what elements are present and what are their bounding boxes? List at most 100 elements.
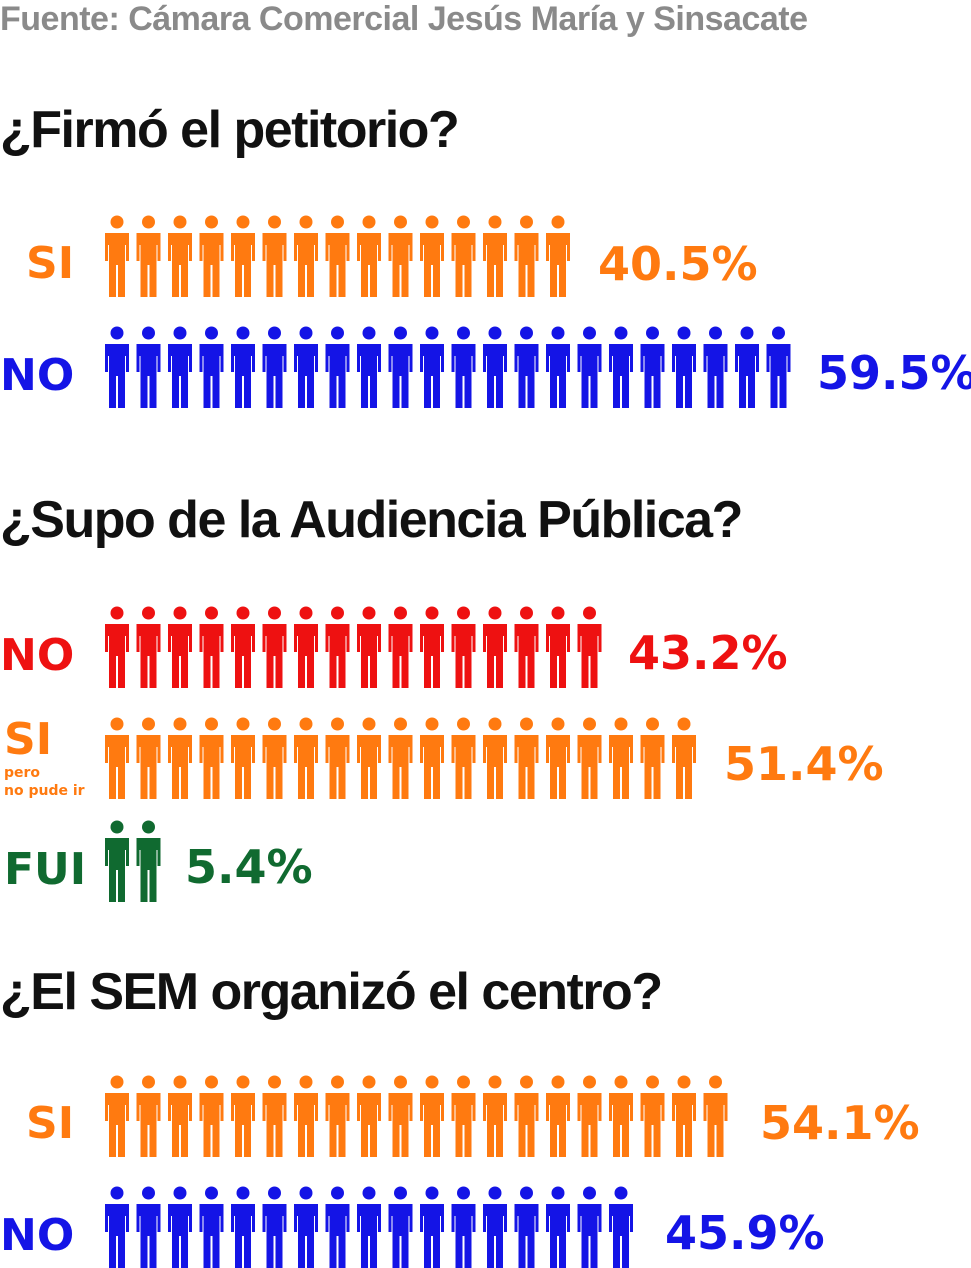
- person-icon: [262, 215, 287, 297]
- person-icon: [514, 606, 539, 688]
- person-icon: [451, 1075, 476, 1157]
- person-icon: [262, 326, 287, 408]
- person-icon: [231, 606, 255, 688]
- person-icon: [199, 215, 224, 297]
- person-icon: [609, 326, 633, 408]
- person-icon: [357, 215, 381, 297]
- person-icon: [136, 1186, 161, 1268]
- person-icon: [262, 1186, 287, 1268]
- value-label-no-sem: 45.9%: [665, 1206, 825, 1260]
- person-icon: [294, 326, 318, 408]
- person-icon: [609, 1186, 633, 1268]
- person-icon: [577, 1186, 602, 1268]
- person-icon: [294, 1075, 318, 1157]
- person-icon: [546, 606, 570, 688]
- person-icon: [672, 326, 696, 408]
- people-bar-fui: [105, 820, 161, 902]
- value-label-si: 40.5%: [598, 237, 758, 291]
- person-icon: [483, 1186, 507, 1268]
- person-icon: [136, 606, 161, 688]
- person-icon: [640, 1075, 665, 1157]
- person-icon: [546, 1075, 570, 1157]
- person-icon: [105, 326, 129, 408]
- person-icon: [546, 1186, 570, 1268]
- person-icon: [294, 606, 318, 688]
- value-label-si-audiencia: 51.4%: [724, 737, 884, 791]
- value-label-fui: 5.4%: [185, 840, 313, 894]
- person-icon: [483, 606, 507, 688]
- person-icon: [357, 717, 381, 799]
- person-icon: [420, 1075, 444, 1157]
- person-icon: [168, 326, 192, 408]
- person-icon: [199, 1186, 224, 1268]
- person-icon: [546, 326, 570, 408]
- person-icon: [168, 1186, 192, 1268]
- person-icon: [136, 326, 161, 408]
- question-petitorio: ¿Firmó el petitorio?: [0, 101, 460, 159]
- person-icon: [420, 326, 444, 408]
- person-icon: [514, 1075, 539, 1157]
- person-icon: [199, 606, 224, 688]
- question-audiencia: ¿Supo de la Audiencia Pública?: [0, 491, 743, 549]
- person-icon: [325, 215, 350, 297]
- category-label-si-audiencia: SI: [4, 714, 53, 765]
- person-icon: [514, 215, 539, 297]
- person-icon: [483, 1075, 507, 1157]
- person-icon: [105, 215, 129, 297]
- person-icon: [199, 1075, 224, 1157]
- person-icon: [325, 717, 350, 799]
- people-bar-si-sem: [105, 1075, 728, 1157]
- person-icon: [105, 717, 129, 799]
- people-bar-no: [105, 326, 791, 408]
- category-label-si: SI: [26, 238, 75, 289]
- person-icon: [577, 1075, 602, 1157]
- person-icon: [136, 820, 161, 902]
- person-icon: [136, 717, 161, 799]
- person-icon: [514, 717, 539, 799]
- category-label-no-audiencia: NO: [0, 630, 75, 681]
- person-icon: [262, 717, 287, 799]
- category-note-pero: pero: [4, 765, 41, 781]
- person-icon: [105, 606, 129, 688]
- person-icon: [357, 326, 381, 408]
- person-icon: [483, 215, 507, 297]
- person-icon: [672, 1075, 696, 1157]
- person-icon: [357, 606, 381, 688]
- person-icon: [483, 326, 507, 408]
- person-icon: [294, 717, 318, 799]
- person-icon: [514, 1186, 539, 1268]
- person-icon: [105, 1186, 129, 1268]
- person-icon: [420, 215, 444, 297]
- people-bar-si-audiencia: [105, 717, 696, 799]
- person-icon: [231, 1186, 255, 1268]
- person-icon: [168, 606, 192, 688]
- person-icon: [105, 1075, 129, 1157]
- person-icon: [325, 326, 350, 408]
- person-icon: [451, 717, 476, 799]
- person-icon: [136, 1075, 161, 1157]
- person-icon: [577, 606, 602, 688]
- person-icon: [168, 1075, 192, 1157]
- category-label-no: NO: [0, 350, 75, 401]
- person-icon: [325, 1186, 350, 1268]
- person-icon: [136, 215, 161, 297]
- person-icon: [609, 717, 633, 799]
- person-icon: [199, 717, 224, 799]
- person-icon: [388, 1186, 413, 1268]
- person-icon: [703, 326, 728, 408]
- category-note-no-pude-ir: no pude ir: [4, 783, 85, 799]
- person-icon: [388, 215, 413, 297]
- person-icon: [388, 1075, 413, 1157]
- person-icon: [451, 326, 476, 408]
- category-label-si-sem: SI: [26, 1098, 75, 1149]
- person-icon: [451, 1186, 476, 1268]
- question-sem: ¿El SEM organizó el centro?: [0, 963, 663, 1021]
- person-icon: [420, 606, 444, 688]
- person-icon: [388, 606, 413, 688]
- value-label-no: 59.5%: [817, 346, 971, 400]
- person-icon: [105, 820, 129, 902]
- person-icon: [325, 606, 350, 688]
- people-bar-si: [105, 215, 570, 297]
- person-icon: [640, 326, 665, 408]
- source-note: Fuente: Cámara Comercial Jesús María y S…: [0, 0, 808, 38]
